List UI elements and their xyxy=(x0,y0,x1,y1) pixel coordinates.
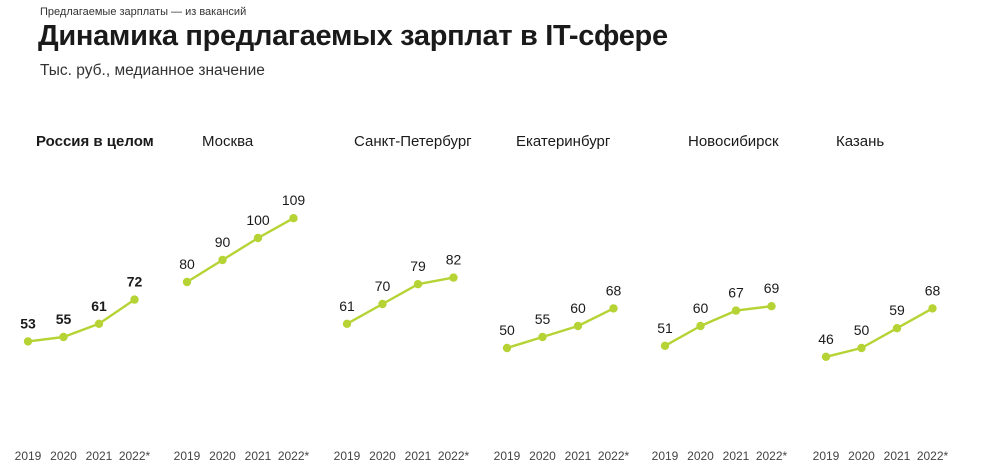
panel-2-point-2021 xyxy=(253,233,263,243)
panel-4-point-2020 xyxy=(538,332,547,342)
panel-2-data-label: 80 xyxy=(179,256,195,272)
panel-5-series-line xyxy=(663,305,773,347)
panel-6-data-label: 59 xyxy=(889,302,905,318)
panel-5-point-2022* xyxy=(767,302,776,311)
panel-1-region-label: Россия в целом xyxy=(36,133,154,150)
panel-1-data-label: 55 xyxy=(56,311,72,327)
panel-1-point-2020 xyxy=(59,332,68,342)
panel-5-x-tick-label: 2020 xyxy=(687,449,714,463)
panel-1-x-tick-label: 2020 xyxy=(50,449,77,463)
panel-4-data-label: 60 xyxy=(570,300,586,316)
panel-5-region-label: Новосибирск xyxy=(688,133,779,150)
panel-2-point-2019 xyxy=(182,277,192,287)
panel-6-x-tick-label: 2021 xyxy=(884,449,911,463)
panel-3-x-tick-label: 2021 xyxy=(405,449,432,463)
panel-4-x-tick-label: 2020 xyxy=(529,449,556,463)
panel-1-x-tick-label: 2021 xyxy=(86,449,113,463)
panel-4-region-label: Екатеринбург xyxy=(516,133,611,150)
panel-1-data-label: 72 xyxy=(127,274,143,290)
panel-5-x-tick-label: 2019 xyxy=(652,449,679,463)
panel-5-data-label: 51 xyxy=(657,320,673,336)
panel-1-x-tick-label: 2022* xyxy=(119,449,151,463)
panel-5-x-tick-label: 2022* xyxy=(756,449,788,463)
panel-6-point-2021 xyxy=(892,324,902,333)
panel-2-data-label: 100 xyxy=(246,212,270,228)
panel-5-point-2020 xyxy=(696,321,705,331)
panel-6-point-2019 xyxy=(821,352,831,361)
panel-2-data-label: 109 xyxy=(282,192,306,208)
panel-6-region-label: Казань xyxy=(836,133,884,150)
panel-5-data-label: 69 xyxy=(764,280,780,296)
panel-1-point-2021 xyxy=(94,319,104,328)
panel-5-point-2019 xyxy=(660,341,670,350)
panel-2-region-label: Москва xyxy=(202,133,254,150)
panel-4-data-label: 55 xyxy=(535,311,551,327)
panel-2-x-tick-label: 2021 xyxy=(245,449,272,463)
panel-1-data-label: 61 xyxy=(91,298,107,314)
panel-4-series-line xyxy=(505,307,615,350)
panel-1-point-2019 xyxy=(23,337,33,346)
panel-3-data-label: 70 xyxy=(375,278,391,294)
panel-4-data-label: 68 xyxy=(606,282,622,298)
panel-2-x-tick-label: 2019 xyxy=(174,449,201,463)
panel-3-data-label: 82 xyxy=(446,252,462,268)
panel-2-x-tick-label: 2020 xyxy=(209,449,236,463)
panel-1-x-tick-label: 2019 xyxy=(15,449,42,463)
panel-3-point-2022* xyxy=(449,273,458,282)
panel-6-data-label: 46 xyxy=(818,331,834,347)
panel-4-point-2021 xyxy=(573,321,583,331)
panel-3-x-tick-label: 2022* xyxy=(438,449,470,463)
panel-1-point-2022* xyxy=(130,295,139,304)
panel-6-x-tick-label: 2019 xyxy=(813,449,840,463)
panel-1-series-line xyxy=(26,298,136,343)
panel-4-data-label: 50 xyxy=(499,322,515,338)
panel-2-series-line xyxy=(185,216,295,284)
panel-6-x-tick-label: 2020 xyxy=(848,449,875,463)
panel-1-data-label: 53 xyxy=(20,315,36,331)
chart-subtitle: Тыс. руб., медианное значение xyxy=(40,62,265,79)
panel-6-series-line xyxy=(824,307,934,358)
chart-title: Динамика предлагаемых зарплат в IT-сфере xyxy=(38,20,668,52)
panel-2-point-2020 xyxy=(218,255,227,265)
panel-3-region-label: Санкт-Петербург xyxy=(354,133,472,150)
panel-4-x-tick-label: 2022* xyxy=(598,449,630,463)
panel-3-point-2021 xyxy=(413,280,423,289)
panel-4-x-tick-label: 2019 xyxy=(494,449,521,463)
panel-2-point-2022* xyxy=(289,214,298,223)
panel-6-point-2020 xyxy=(857,343,866,353)
panel-3-data-label: 61 xyxy=(339,298,355,314)
panel-3-data-label: 79 xyxy=(410,258,426,274)
panel-3-series-line xyxy=(345,276,455,325)
panel-5-point-2021 xyxy=(731,306,741,315)
panel-6-data-label: 50 xyxy=(854,322,870,338)
panel-5-data-label: 67 xyxy=(728,285,744,301)
panel-6-data-label: 68 xyxy=(925,282,941,298)
panel-2-x-tick-label: 2022* xyxy=(278,449,310,463)
panel-6-point-2022* xyxy=(928,304,937,313)
panel-4-point-2019 xyxy=(502,343,512,353)
panel-4-x-tick-label: 2021 xyxy=(565,449,592,463)
panel-2-data-label: 90 xyxy=(215,234,231,250)
panel-3-point-2019 xyxy=(342,319,352,328)
panel-6-x-tick-label: 2022* xyxy=(917,449,949,463)
panel-5-x-tick-label: 2021 xyxy=(723,449,750,463)
panel-3-x-tick-label: 2020 xyxy=(369,449,396,463)
chart-kicker: Предлагаемые зарплаты — из вакансий xyxy=(40,6,247,18)
panel-5-data-label: 60 xyxy=(693,300,709,316)
panel-3-point-2020 xyxy=(378,299,387,309)
panel-3-x-tick-label: 2019 xyxy=(334,449,361,463)
panel-4-point-2022* xyxy=(609,304,618,313)
